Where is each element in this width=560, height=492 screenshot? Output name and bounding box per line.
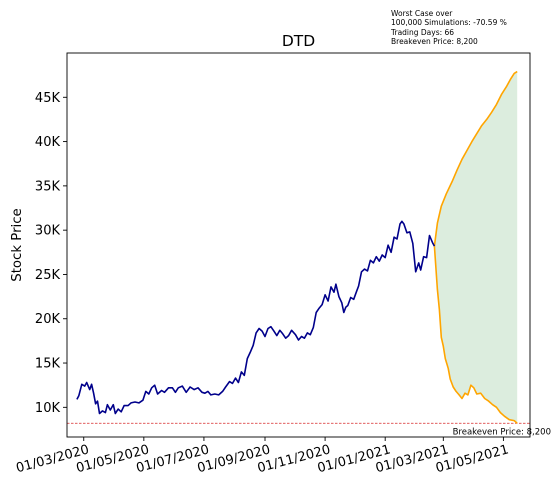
y-tick-label: 35K xyxy=(35,179,61,194)
y-tick-label: 30K xyxy=(35,224,61,239)
simulation-note: Worst Case over 100,000 Simulations: -70… xyxy=(391,9,507,46)
breakeven-label: Breakeven Price: 8,200 xyxy=(453,427,551,437)
projection-lower-line xyxy=(433,246,518,424)
note-line: Trading Days: 66 xyxy=(391,27,455,37)
y-tick-label: 15K xyxy=(35,357,61,372)
y-tick-label: 45K xyxy=(35,91,61,106)
chart-title: DTD xyxy=(282,32,315,50)
note-line: 100,000 Simulations: -70.59 % xyxy=(391,18,507,28)
y-axis-label: Stock Price xyxy=(10,208,25,281)
y-tick-label: 40K xyxy=(35,135,61,150)
note-line: Breakeven Price: 8,200 xyxy=(391,36,478,46)
plot-frame xyxy=(66,52,531,438)
price-history-line xyxy=(76,220,436,415)
y-tick-label: 10K xyxy=(35,401,61,416)
y-tick-label: 20K xyxy=(35,312,61,327)
projection-upper-line xyxy=(433,70,518,247)
note-line: Worst Case over xyxy=(391,9,453,18)
projection-band xyxy=(434,71,518,424)
y-tick-label: 25K xyxy=(35,268,61,283)
